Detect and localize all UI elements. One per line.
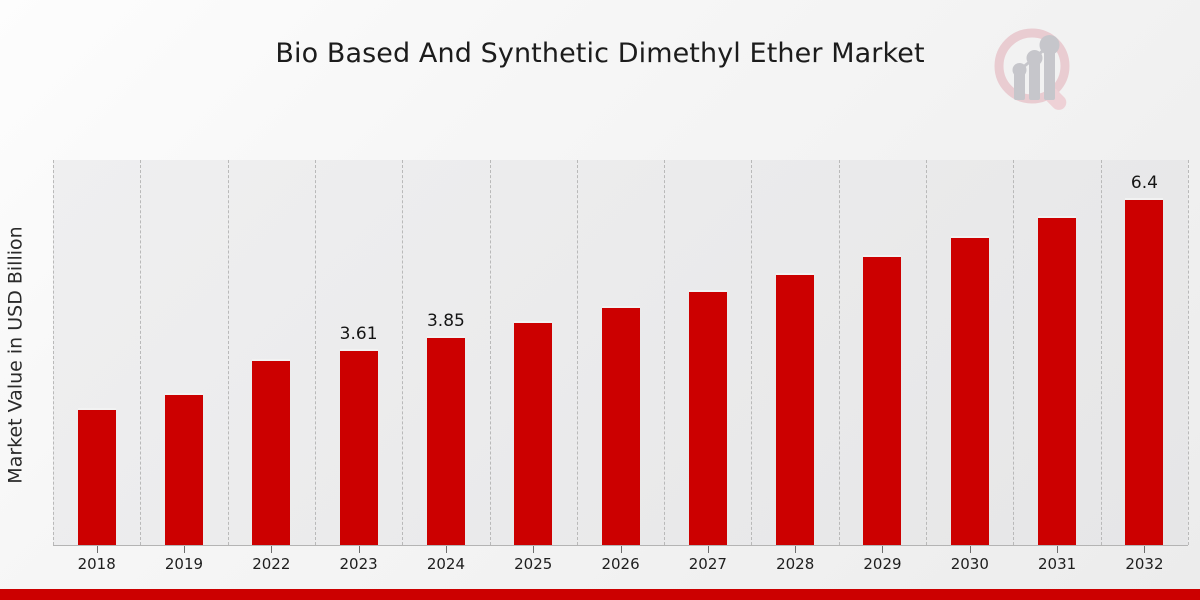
- x-axis-label-2027: 2027: [688, 555, 727, 573]
- footer-accent-strip: [0, 589, 1200, 600]
- x-tick-2031: [1057, 546, 1059, 553]
- chart-title: Bio Based And Synthetic Dimethyl Ether M…: [275, 38, 925, 69]
- bar-slot: [490, 160, 577, 545]
- tick-slot: [664, 546, 751, 553]
- plot-area: 3.61 3.85 6.4: [53, 160, 1189, 545]
- x-tick-2029: [882, 546, 884, 553]
- x-axis-line: [53, 545, 1188, 546]
- x-tick-2023: [358, 546, 360, 553]
- bar-slot: [1013, 160, 1100, 545]
- tick-slot: [53, 546, 140, 553]
- x-axis-label-2028: 2028: [776, 555, 815, 573]
- x-tick-2024: [445, 546, 447, 553]
- bar-2028[interactable]: [776, 272, 815, 545]
- bar-slot: 3.61: [315, 160, 402, 545]
- bar-slot: [664, 160, 751, 545]
- tick-slot: [315, 546, 402, 553]
- bar-value-label-2024: 3.85: [426, 311, 465, 332]
- x-tick-2026: [620, 546, 622, 553]
- bar-2023[interactable]: [339, 349, 378, 545]
- bar-2018[interactable]: [77, 408, 116, 545]
- bar-2019[interactable]: [164, 392, 203, 545]
- x-axis-label-2031: 2031: [1038, 555, 1077, 573]
- tick-slot: [1013, 546, 1100, 553]
- x-axis-label-2024: 2024: [426, 555, 465, 573]
- bar-2029[interactable]: [863, 254, 902, 545]
- y-axis-title-text: Market Value in USD Billion: [5, 226, 28, 484]
- bar-slot: [140, 160, 227, 545]
- x-tick-2027: [707, 546, 709, 553]
- bar-2032[interactable]: [1125, 198, 1164, 545]
- bar-slot: 3.85: [402, 160, 489, 545]
- tick-slot: [228, 546, 315, 553]
- x-axis-label-2023: 2023: [339, 555, 378, 573]
- tick-slot: [752, 546, 839, 553]
- bar-slot: [577, 160, 664, 545]
- tick-slot: [402, 546, 489, 553]
- x-tick-2018: [96, 546, 98, 553]
- bar-series: 3.61 3.85 6.4: [53, 160, 1188, 545]
- bar-2027[interactable]: [688, 290, 727, 545]
- x-axis-label-2018: 2018: [77, 555, 116, 573]
- x-axis-ticks: [53, 546, 1188, 553]
- tick-slot: [140, 546, 227, 553]
- bar-value-label-2032: 6.4: [1130, 172, 1158, 193]
- watermark-logo: [985, 22, 1090, 122]
- bar-2025[interactable]: [514, 321, 553, 545]
- x-axis-label-2026: 2026: [601, 555, 640, 573]
- x-axis-label-2022: 2022: [252, 555, 291, 573]
- bar-2030[interactable]: [950, 235, 989, 545]
- x-tick-2025: [533, 546, 535, 553]
- x-tick-2022: [271, 546, 273, 553]
- bar-2026[interactable]: [601, 305, 640, 545]
- x-tick-2032: [1144, 546, 1146, 553]
- x-tick-2030: [969, 546, 971, 553]
- x-tick-2019: [183, 546, 185, 553]
- x-tick-2028: [795, 546, 797, 553]
- bar-slot: [839, 160, 926, 545]
- y-axis-title: Market Value in USD Billion: [0, 160, 32, 550]
- x-axis-label-2029: 2029: [863, 555, 902, 573]
- x-axis-label-2030: 2030: [950, 555, 989, 573]
- bar-2024[interactable]: [426, 336, 465, 545]
- bar-value-label-2023: 3.61: [339, 324, 378, 345]
- gridline-edge: [1188, 160, 1189, 545]
- bar-2022[interactable]: [252, 359, 291, 545]
- tick-slot: [577, 546, 664, 553]
- x-axis-label-2019: 2019: [164, 555, 204, 573]
- bar-slot: [926, 160, 1013, 545]
- x-axis-label-2032: 2032: [1125, 555, 1164, 573]
- bar-slot: [53, 160, 140, 545]
- tick-slot: [490, 546, 577, 553]
- tick-slot: [1101, 546, 1188, 553]
- tick-slot: [926, 546, 1013, 553]
- x-axis-labels: 2018 2019 2022 2023 2024 2025 2026 2027 2028 2029…: [53, 555, 1188, 577]
- bar-slot: 6.4: [1101, 160, 1188, 545]
- x-axis-label-2025: 2025: [514, 555, 553, 573]
- bar-slot: [752, 160, 839, 545]
- tick-slot: [839, 546, 926, 553]
- bar-slot: [228, 160, 315, 545]
- bar-2031[interactable]: [1038, 215, 1077, 545]
